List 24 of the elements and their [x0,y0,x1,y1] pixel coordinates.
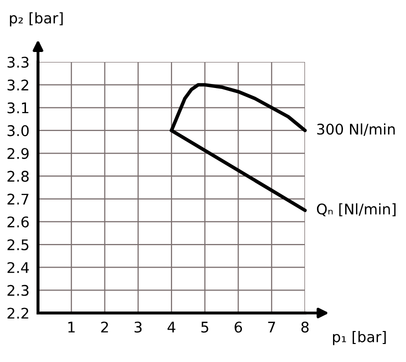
y-tick-label: 2.4 [8,262,29,273]
x-tick-label: 8 [301,322,309,333]
y-tick-label: 2.7 [8,194,28,204]
x-tick-label: 1 [68,322,75,332]
y-tick-label: 3.0 [8,125,29,136]
x-tick-label: 6 [234,322,242,333]
x-tick-label: 7 [268,322,276,332]
y-tick-label: 3.1 [8,102,28,114]
y-tick-label: 2.2 [8,308,28,319]
y-tick-label: 3.2 [8,80,28,91]
x-tick-label: 4 [168,322,176,332]
y-tick-label: 2.9 [8,148,29,160]
y-tick-label: 2.6 [8,216,29,228]
x-tick-label: 2 [101,322,108,332]
series-label: Qₙ [Nl/min] [316,203,396,216]
y-tick-label: 2.3 [8,284,28,296]
y-tick-label: 2.5 [8,239,28,250]
y-tick-label: 3.3 [8,56,28,68]
x-tick-label: 3 [134,322,142,333]
x-axis-title: p₁ [bar] [333,331,386,346]
y-axis-title: p₂ [bar] [10,12,63,26]
y-tick-label: 2.8 [8,170,29,182]
series-label: 300 Nl/min [317,123,395,136]
x-tick-label: 5 [201,322,208,333]
